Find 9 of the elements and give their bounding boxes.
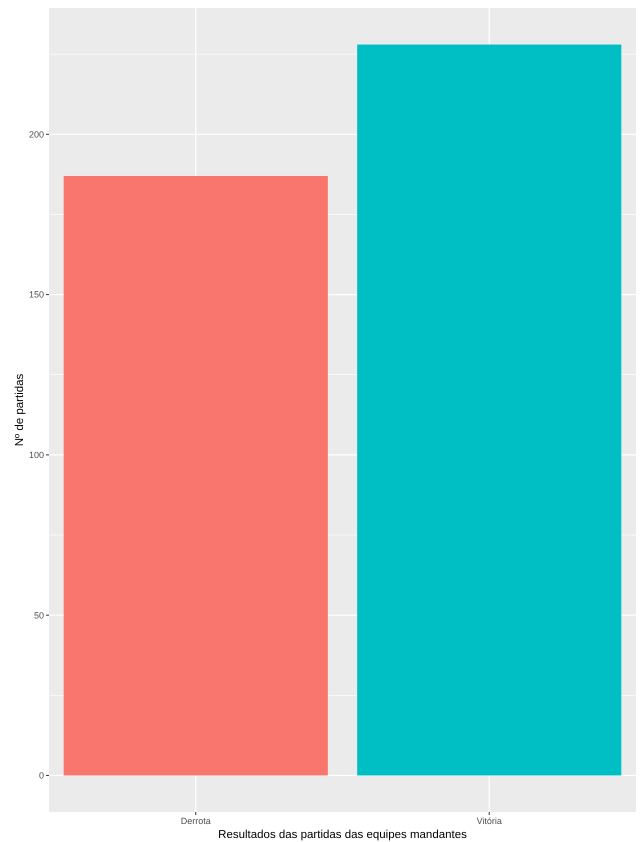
y-tick-label: 200 [28,129,44,140]
y-tick-label: 150 [28,290,44,300]
x-tick-label: Vitória [476,816,502,826]
y-axis-title: Nº de partidas [14,373,26,446]
x-axis-title: Resultados das partidas das equipes mandantes [218,829,468,841]
y-tick-label: 50 [34,610,44,620]
x-tick-label: Derrota [180,816,211,826]
y-tick-label: 100 [28,450,44,460]
y-tick-label: 0 [38,770,44,781]
